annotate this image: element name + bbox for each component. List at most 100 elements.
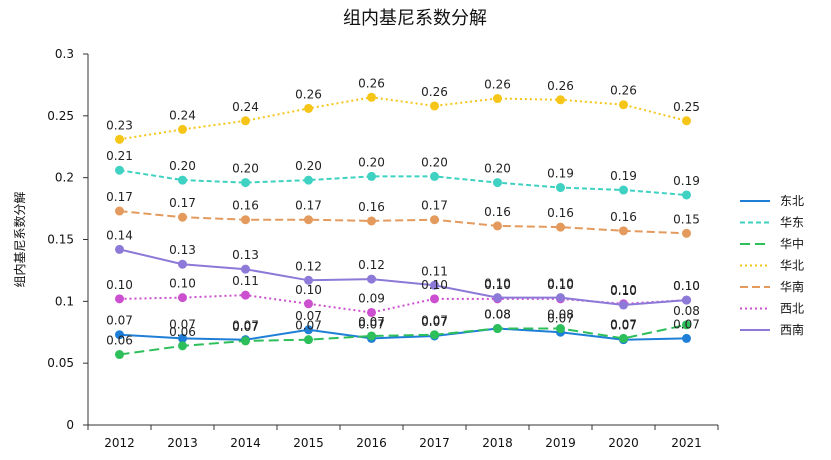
data-point <box>115 134 124 144</box>
data-label: 0.20 <box>169 159 196 173</box>
data-label: 0.07 <box>421 315 448 329</box>
data-point <box>619 100 628 110</box>
data-point <box>178 341 187 351</box>
data-point <box>682 320 691 330</box>
data-label: 0.07 <box>106 314 133 328</box>
data-point <box>682 228 691 238</box>
data-point <box>367 171 376 181</box>
data-point <box>178 333 187 343</box>
data-point <box>115 294 124 304</box>
x-tick-label: 2017 <box>419 436 450 450</box>
x-tick-label: 2020 <box>608 436 639 450</box>
data-point <box>304 275 313 285</box>
data-label-layer: 0.07 0.07 0.070.070.07 0.070.08 0.070.07 0.07… <box>106 76 700 347</box>
data-label: 0.07 <box>610 319 637 333</box>
data-point <box>304 215 313 225</box>
data-point <box>556 293 565 303</box>
data-label: 0.20 <box>421 155 448 169</box>
data-point <box>682 333 691 343</box>
x-tick-label: 2021 <box>671 436 702 450</box>
series-line <box>119 323 687 356</box>
legend-item: 华东 <box>740 216 804 230</box>
data-label: 0.26 <box>421 85 448 99</box>
data-label: 0.20 <box>484 162 511 176</box>
data-point <box>115 350 124 360</box>
data-label: 0.24 <box>232 100 259 114</box>
data-point <box>241 264 250 274</box>
data-label: 0.20 <box>295 159 322 173</box>
data-label: 0.12 <box>295 259 322 273</box>
series-line <box>119 96 687 141</box>
data-label: 0.10 <box>169 277 196 291</box>
data-label: 0.16 <box>484 205 511 219</box>
data-point <box>493 178 502 188</box>
data-label: 0.16 <box>610 210 637 224</box>
y-tick-label: 0 <box>66 418 74 432</box>
data-label: 0.21 <box>106 149 133 163</box>
data-point <box>304 175 313 185</box>
data-label: 0.19 <box>610 169 637 183</box>
series-华南 <box>115 206 691 238</box>
data-point <box>367 92 376 102</box>
data-label: 0.07 <box>169 317 196 331</box>
data-label: 0.07 <box>295 319 322 333</box>
series-东北 <box>115 324 691 345</box>
data-label: 0.10 <box>106 278 133 292</box>
data-point <box>619 226 628 236</box>
data-point <box>682 295 691 305</box>
data-label: 0.13 <box>232 248 259 262</box>
data-label: 0.10 <box>610 283 637 297</box>
data-point <box>178 175 187 185</box>
data-label: 0.24 <box>169 108 196 122</box>
data-label: 0.06 <box>106 334 133 348</box>
data-label: 0.08 <box>484 308 511 322</box>
data-label: 0.20 <box>232 162 259 176</box>
data-label: 0.26 <box>610 84 637 98</box>
x-tick-label: 2015 <box>293 436 324 450</box>
legend-item: 东北 <box>740 194 804 208</box>
data-label: 0.26 <box>295 87 322 101</box>
legend-item: 西北 <box>740 302 804 316</box>
data-label: 0.07 <box>232 319 259 333</box>
data-label: 0.07 <box>295 309 322 323</box>
x-tick-label: 2016 <box>356 436 387 450</box>
data-point <box>493 221 502 231</box>
data-label: 0.16 <box>232 199 259 213</box>
data-label: 0.07 <box>673 317 700 331</box>
data-label: 0.07 <box>610 317 637 331</box>
data-point <box>493 293 502 303</box>
data-point <box>115 330 124 340</box>
data-point <box>430 215 439 225</box>
legend-label: 东北 <box>780 194 804 208</box>
series-华东 <box>115 165 691 200</box>
y-tick-label: 0.3 <box>55 47 74 61</box>
data-point <box>367 331 376 341</box>
data-label: 0.10 <box>484 278 511 292</box>
data-label: 0.13 <box>169 243 196 257</box>
data-label: 0.14 <box>106 228 133 242</box>
data-point <box>304 325 313 335</box>
x-tick-label: 2014 <box>230 436 261 450</box>
data-point <box>619 333 628 343</box>
data-label: 0.17 <box>421 199 448 213</box>
x-tick-label: 2019 <box>545 436 576 450</box>
data-label: 0.11 <box>232 274 259 288</box>
data-label: 0.11 <box>421 264 448 278</box>
data-label: 0.10 <box>421 278 448 292</box>
legend-label: 华中 <box>780 236 804 251</box>
data-label: 0.10 <box>547 277 574 291</box>
data-label: 0.23 <box>106 118 133 132</box>
data-label: 0.19 <box>547 167 574 181</box>
series-line <box>119 210 687 235</box>
data-point <box>367 274 376 284</box>
series-line <box>119 248 687 307</box>
legend-label: 西南 <box>780 322 804 337</box>
data-label: 0.08 <box>673 304 700 318</box>
chart-title: 组内基尼系数分解 <box>343 8 487 29</box>
data-label: 0.10 <box>295 283 322 297</box>
data-label: 0.07 <box>232 320 259 334</box>
legend-item: 西南 <box>740 322 804 337</box>
data-point <box>115 206 124 216</box>
